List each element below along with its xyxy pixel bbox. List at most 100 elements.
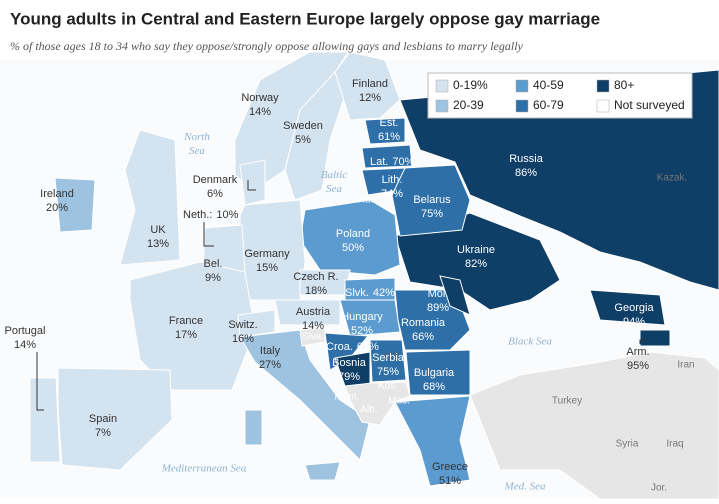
- place-label: Mont.: [334, 392, 359, 403]
- legend-swatch: [515, 79, 529, 93]
- country-value: 74%: [381, 188, 403, 200]
- country-name: Switz.: [228, 319, 257, 331]
- country-name: Denmark: [193, 174, 238, 186]
- country-value: 15%: [256, 262, 278, 274]
- country-value: 86%: [515, 167, 537, 179]
- country-name: Czech R.: [293, 271, 338, 283]
- place-label: Turkey: [552, 396, 582, 407]
- country-value: 61%: [357, 341, 379, 353]
- country-value: 6%: [207, 188, 223, 200]
- country-name: Sweden: [283, 120, 323, 132]
- country-value: 50%: [342, 242, 364, 254]
- country-value: 13%: [147, 238, 169, 250]
- sea-label: Black Sea: [508, 336, 552, 348]
- country-value: 75%: [421, 208, 443, 220]
- country-name: Serbia: [372, 352, 405, 364]
- country-value: 94%: [623, 316, 645, 328]
- place-label: Iraq: [666, 439, 683, 450]
- country-value: 12%: [359, 92, 381, 104]
- legend-swatch: [435, 79, 449, 93]
- legend-swatch: [515, 99, 529, 113]
- country-value: 82%: [465, 258, 487, 270]
- country-name: Ukraine: [457, 244, 495, 256]
- country-value: 75%: [377, 366, 399, 378]
- country-name: Georgia: [614, 302, 654, 314]
- sea-label: Mediterranean Sea: [161, 463, 247, 475]
- legend-label: 0-19%: [453, 78, 488, 92]
- country-value: 14%: [302, 320, 324, 332]
- country-name: Hungary: [341, 311, 383, 323]
- legend: [427, 72, 693, 119]
- legend-swatch: [435, 99, 449, 113]
- place-label: Mac.: [388, 396, 410, 407]
- subtitle: % of those ages 18 to 34 who say they op…: [10, 39, 524, 53]
- legend-swatch: [596, 79, 610, 93]
- country-value: 20%: [46, 202, 68, 214]
- place-label: Slva.: [302, 332, 324, 343]
- country-value: 66%: [412, 331, 434, 343]
- country-label: Slvk. 42%: [345, 287, 395, 299]
- title: Young adults in Central and Eastern Euro…: [10, 9, 600, 28]
- country-name: Italy: [260, 345, 281, 357]
- country-name: Bulgaria: [414, 367, 455, 379]
- country-label: Croa. 61%: [326, 341, 379, 353]
- country-value: 14%: [249, 106, 271, 118]
- country-value: 52%: [351, 325, 373, 337]
- place-label: Iran: [677, 360, 694, 371]
- place-label: Jor.: [651, 483, 667, 494]
- sea-label-part: Sea: [326, 183, 342, 195]
- country-name: Arm.: [626, 346, 649, 358]
- place-label: Kazak.: [657, 173, 688, 184]
- country-name: Lith.: [382, 174, 403, 186]
- country-name: Austria: [296, 306, 331, 318]
- country-value: 70%: [392, 156, 414, 168]
- country-value: 5%: [295, 134, 311, 146]
- land: [29, 51, 719, 500]
- legend-label: 60-79: [533, 98, 564, 112]
- country-name: Belarus: [413, 194, 451, 206]
- country-name: Slvk.: [345, 287, 369, 299]
- country-value: 14%: [14, 339, 36, 351]
- sea-label: Baltic Sea: [321, 169, 347, 195]
- country-value: 95%: [627, 360, 649, 372]
- country-value: 51%: [439, 475, 461, 487]
- country-value: 42%: [373, 287, 395, 299]
- country-name: Russia: [509, 153, 544, 165]
- country-value: 10%: [216, 209, 238, 221]
- country-value: 16%: [232, 333, 254, 345]
- country-name: Croa.: [326, 341, 353, 353]
- country-value: 89%: [427, 302, 449, 314]
- country-value: 27%: [259, 359, 281, 371]
- place-label: Kos.: [378, 381, 398, 392]
- sea-label: North Sea: [183, 131, 210, 157]
- country-name: Lat.: [370, 156, 388, 168]
- country-name: Portugal: [5, 325, 46, 337]
- country-value: 79%: [338, 371, 360, 383]
- sea-label-part: Baltic: [321, 169, 347, 181]
- country-value: 17%: [175, 329, 197, 341]
- country-label: Neth.: 10%: [183, 209, 239, 221]
- country-name: Germany: [244, 248, 290, 260]
- country-name: Romania: [401, 317, 446, 329]
- sea-label: Med. Sea: [504, 481, 546, 493]
- country-name: Est.: [380, 117, 399, 129]
- legend-label: 40-59: [533, 78, 564, 92]
- country-name: Ireland: [40, 188, 74, 200]
- country-name: Neth.:: [183, 209, 212, 221]
- legend-label: Not surveyed: [614, 98, 685, 112]
- sea-label-part: Sea: [189, 145, 205, 157]
- country-value: 68%: [423, 381, 445, 393]
- country-name: Greece: [432, 461, 468, 473]
- country-name: UK: [150, 224, 166, 236]
- legend-label: 80+: [614, 78, 634, 92]
- country-name: Bosnia: [332, 357, 367, 369]
- place-label: Rus.: [358, 195, 379, 206]
- callouts: [36, 180, 648, 411]
- country-name: Spain: [89, 413, 117, 425]
- legend-label: 20-39: [453, 98, 484, 112]
- country-name: Mol.: [428, 288, 449, 300]
- legend-swatch: [596, 99, 610, 113]
- country-value: 7%: [95, 427, 111, 439]
- sea-label-part: North: [183, 131, 210, 143]
